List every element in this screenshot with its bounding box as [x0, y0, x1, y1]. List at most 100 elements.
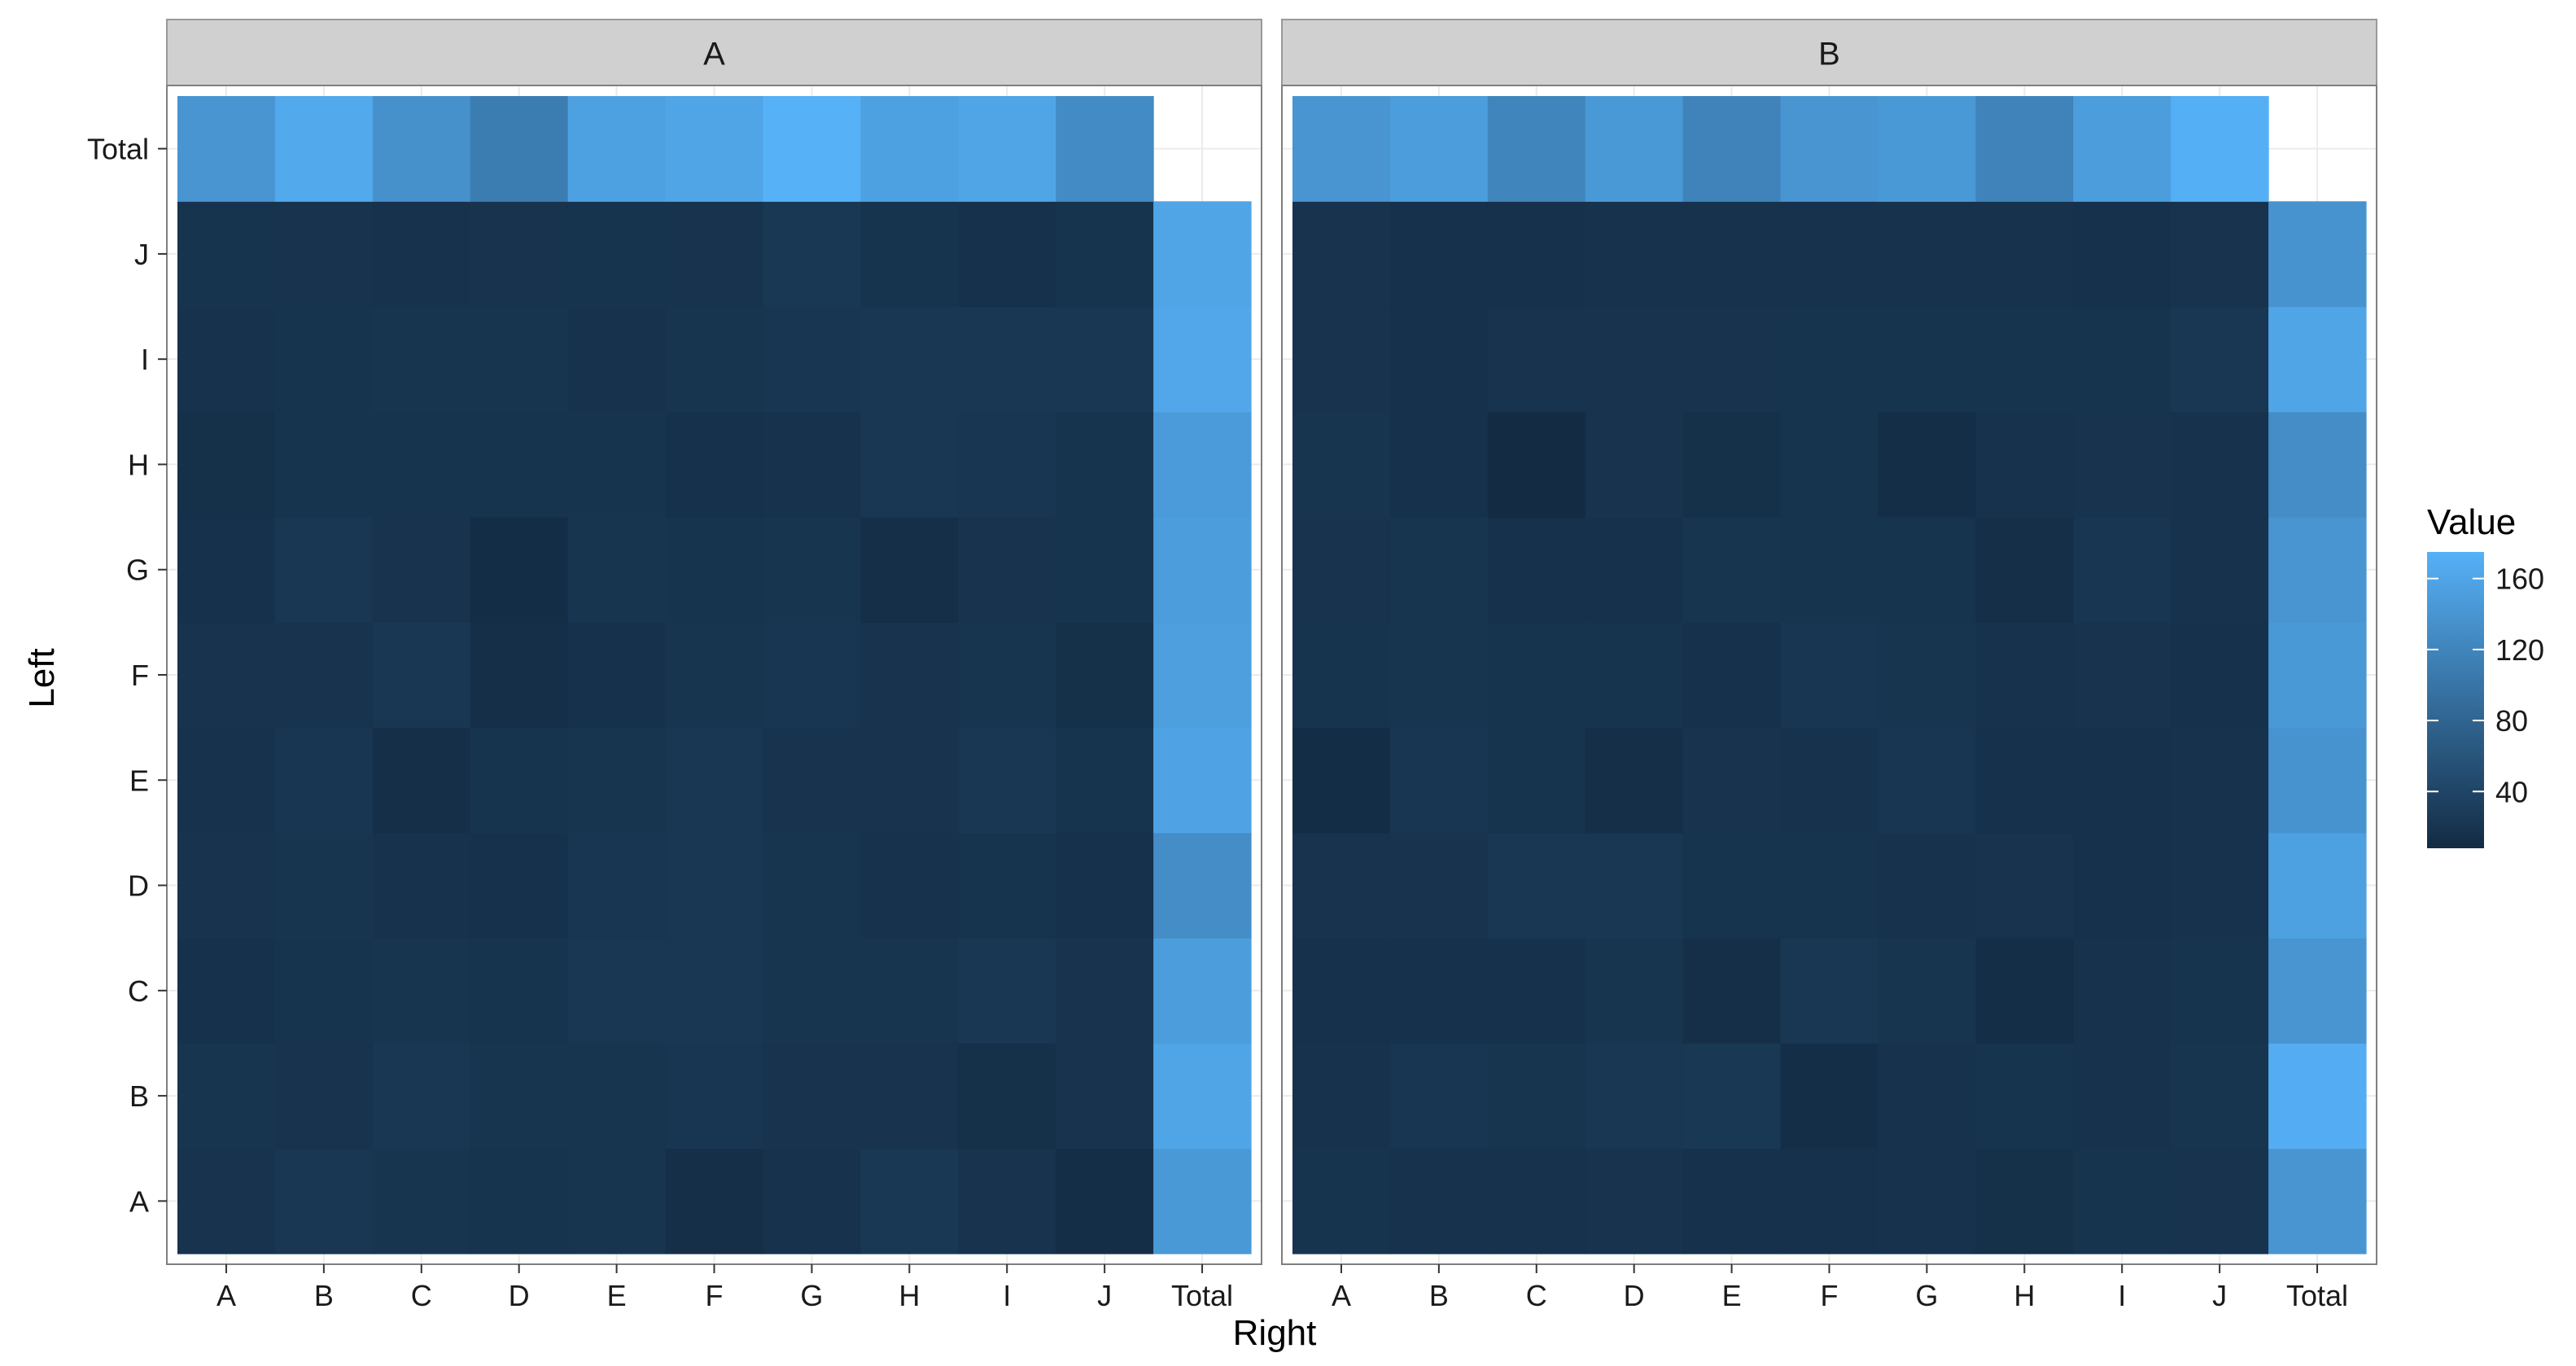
heatmap-cell	[1292, 411, 1391, 518]
heatmap-cell	[1878, 411, 1976, 518]
heatmap-cell	[1292, 1148, 1391, 1254]
heatmap-cell	[372, 938, 471, 1044]
heatmap-cell	[372, 832, 471, 939]
heatmap-cell	[177, 201, 276, 308]
heatmap-cell	[1780, 96, 1879, 202]
x-tick-label: G	[800, 1279, 823, 1312]
heatmap-cell	[372, 517, 471, 623]
heatmap-cell	[2073, 517, 2171, 623]
heatmap-cell	[1682, 938, 1782, 1044]
heatmap-cell	[567, 411, 667, 518]
heatmap-cell	[2171, 727, 2269, 834]
x-tick-label: D	[509, 1279, 530, 1312]
heatmap-cell	[1878, 832, 1976, 939]
heatmap-cell	[372, 622, 471, 729]
heatmap-cell	[763, 622, 861, 729]
heatmap-cell	[2073, 938, 2171, 1044]
heatmap-cell	[177, 411, 276, 518]
heatmap-cell	[470, 306, 569, 413]
heatmap-cell	[1153, 517, 1252, 623]
x-tick-label: B	[1429, 1279, 1449, 1312]
heatmap-cell	[860, 727, 959, 834]
heatmap-cell	[665, 938, 764, 1044]
x-tick-label: A	[1332, 1279, 1351, 1312]
legend-tick-label: 40	[2495, 775, 2528, 808]
heatmap-cell	[2268, 938, 2367, 1044]
heatmap-cell	[665, 1043, 764, 1149]
heatmap-cell	[274, 938, 374, 1044]
heatmap-cell	[1585, 411, 1684, 518]
heatmap-cell	[1975, 201, 2074, 308]
heatmap-cell	[665, 1148, 764, 1254]
heatmap-cell	[1487, 1148, 1586, 1254]
heatmap-cell	[2073, 727, 2171, 834]
heatmap-cell	[1585, 1148, 1684, 1254]
heatmap-cell	[1056, 938, 1154, 1044]
heatmap-cell	[1585, 938, 1684, 1044]
heatmap-cell	[567, 832, 667, 939]
heatmap-cell	[1780, 201, 1879, 308]
heatmap-cell	[1153, 201, 1252, 308]
heatmap-cell	[274, 411, 374, 518]
legend-title: Value	[2427, 502, 2516, 542]
heatmap-cell	[860, 622, 959, 729]
heatmap-cell	[958, 938, 1056, 1044]
heatmap-cell	[1682, 832, 1782, 939]
heatmap-cell	[2073, 411, 2171, 518]
heatmap-cell	[1585, 727, 1684, 834]
heatmap-cell	[1056, 201, 1154, 308]
facet-strip-label: A	[703, 37, 725, 72]
heatmap-cell	[860, 1148, 959, 1254]
heatmap-cell	[177, 727, 276, 834]
x-tick-label: H	[2014, 1279, 2035, 1312]
heatmap-cell	[1585, 201, 1684, 308]
x-tick-label: I	[1003, 1279, 1011, 1312]
heatmap-cell	[958, 1148, 1056, 1254]
legend-tick-label: 120	[2495, 633, 2544, 667]
heatmap-cell	[860, 938, 959, 1044]
heatmap-cell	[1389, 938, 1489, 1044]
heatmap-cell	[1153, 306, 1252, 413]
heatmap-cell	[1780, 938, 1879, 1044]
heatmap-cell	[1682, 622, 1782, 729]
heatmap-cell	[958, 1043, 1056, 1149]
heatmap-cell	[1878, 938, 1976, 1044]
heatmap-cell	[665, 727, 764, 834]
x-tick-label: F	[706, 1279, 724, 1312]
heatmap-cell	[860, 517, 959, 623]
heatmap-cell	[1682, 1043, 1782, 1149]
heatmap-cell	[177, 1043, 276, 1149]
heatmap-cell	[2171, 832, 2269, 939]
facet-strip	[1281, 19, 2377, 86]
heatmap-cell	[1389, 306, 1489, 413]
heatmap-cell	[1292, 306, 1391, 413]
heatmap-cell	[1780, 1043, 1879, 1149]
heatmap-cell	[1878, 622, 1976, 729]
heatmap-cell	[372, 306, 471, 413]
facet-strip-label: B	[1818, 37, 1840, 72]
x-tick-label: C	[411, 1279, 432, 1312]
heatmap-cell	[1975, 306, 2074, 413]
heatmap-cell	[1389, 411, 1489, 518]
heatmap-cell	[372, 1148, 471, 1254]
y-tick-label: Total	[87, 133, 149, 166]
heatmap-cell	[763, 938, 861, 1044]
heatmap-cell	[1975, 1148, 2074, 1254]
heatmap-cell	[1780, 411, 1879, 518]
heatmap-cell	[1487, 832, 1586, 939]
heatmap-cell	[470, 727, 569, 834]
heatmap-cell	[274, 832, 374, 939]
heatmap-cell	[2268, 1148, 2367, 1254]
heatmap-cell	[1292, 938, 1391, 1044]
heatmap-cell	[1682, 517, 1782, 623]
heatmap-cell	[1389, 832, 1489, 939]
heatmap-cell	[958, 622, 1056, 729]
heatmap-cell	[177, 622, 276, 729]
heatmap-cell	[1292, 727, 1391, 834]
heatmap-cell	[470, 622, 569, 729]
heatmap-cell	[1487, 201, 1586, 308]
heatmap-cell	[567, 938, 667, 1044]
heatmap-cell	[372, 411, 471, 518]
heatmap-cell	[2073, 1148, 2171, 1254]
y-tick-label: B	[129, 1079, 149, 1113]
